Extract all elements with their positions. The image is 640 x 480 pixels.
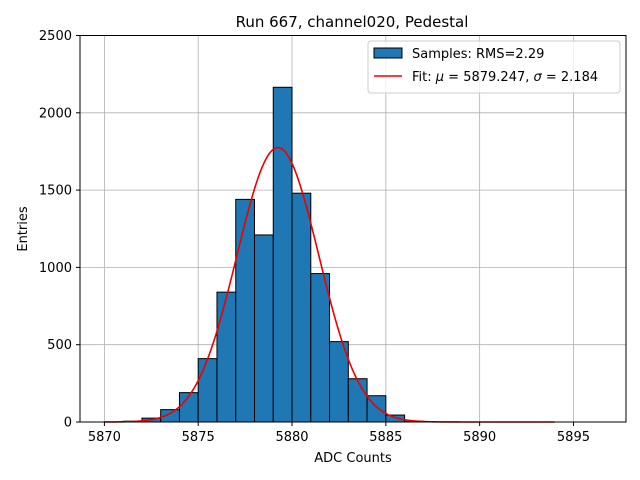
histogram-bar (272, 86, 293, 423)
histogram-bar (347, 378, 368, 423)
legend-label-fit: Fit: μ = 5879.247, σ = 2.184 (412, 70, 598, 85)
chart-title: Run 667, channel020, Pedestal (236, 13, 469, 31)
histogram-bar (197, 358, 218, 423)
x-tick-label: 5895 (557, 430, 590, 445)
x-tick-label: 5890 (463, 430, 496, 445)
histogram-bar (235, 198, 255, 423)
legend-fit-prefix: Fit: (412, 70, 436, 85)
y-tick-label: 1500 (39, 184, 72, 199)
histogram-bar (216, 291, 237, 423)
legend: Samples: RMS=2.29 Fit: μ = 5879.247, σ =… (367, 40, 621, 94)
y-tick-label: 0 (64, 416, 72, 431)
y-tick-label: 2500 (39, 29, 72, 44)
x-tick-label: 5885 (369, 430, 402, 445)
x-tick-label: 5880 (275, 430, 308, 445)
y-axis-ticks: 0 500 1000 1500 2000 2500 (39, 29, 80, 431)
y-tick-label: 1000 (39, 261, 72, 276)
x-tick-label: 5875 (182, 430, 215, 445)
legend-fit-sigma-value: = 2.184 (542, 70, 598, 85)
x-axis-ticks: 5870 5875 5880 5885 5890 5895 (88, 422, 590, 445)
histogram-bar (310, 273, 331, 423)
y-tick-label: 2000 (39, 106, 72, 121)
legend-fit-mu-value: = 5879.247, (444, 70, 533, 85)
x-tick-label: 5870 (88, 430, 121, 445)
legend-swatch-samples (373, 47, 403, 59)
histogram-bar (253, 234, 274, 423)
legend-fit-sigma-symbol: σ (534, 70, 543, 85)
x-axis-title: ADC Counts (314, 451, 392, 466)
histogram-bar (291, 192, 312, 423)
histogram-bars (122, 86, 424, 423)
y-tick-label: 500 (47, 338, 72, 353)
legend-label-samples: Samples: RMS=2.29 (412, 47, 544, 62)
y-axis-title: Entries (16, 206, 31, 252)
legend-box (367, 40, 621, 94)
plot-frame (79, 35, 627, 423)
legend-fit-mu-symbol: μ (435, 70, 444, 85)
